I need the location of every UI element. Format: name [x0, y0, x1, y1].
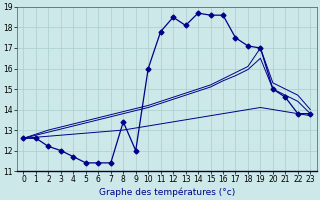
X-axis label: Graphe des températures (°c): Graphe des températures (°c) — [99, 187, 235, 197]
